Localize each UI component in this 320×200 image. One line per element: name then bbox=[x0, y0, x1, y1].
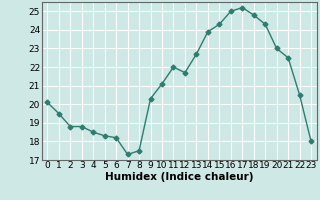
X-axis label: Humidex (Indice chaleur): Humidex (Indice chaleur) bbox=[105, 172, 253, 182]
